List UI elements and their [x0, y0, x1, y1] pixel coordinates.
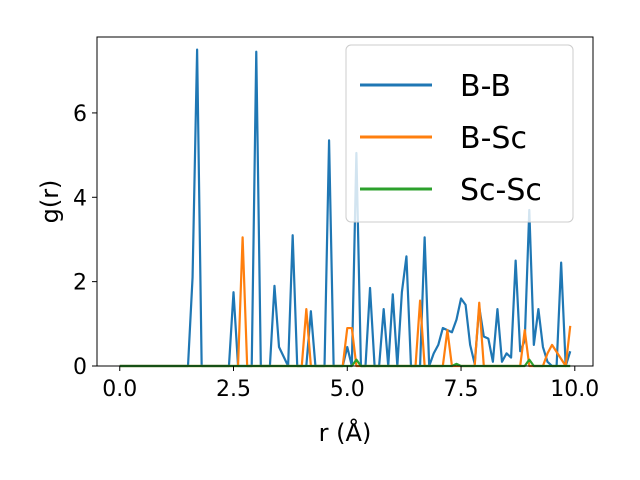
legend-label-3: Sc-Sc	[460, 173, 542, 208]
series-line-3	[119, 358, 571, 368]
y-axis-label: g(r)	[36, 180, 64, 224]
x-tick-label: 10.0	[550, 377, 599, 402]
y-tick-label: 4	[73, 186, 87, 211]
y-tick-label: 0	[73, 355, 87, 380]
x-tick-label: 7.5	[444, 377, 479, 402]
series-line-1	[119, 48, 572, 368]
x-axis-label: r (Å)	[319, 418, 372, 447]
x-ticks: 0.0 2.5 5.0 7.5 10.0	[102, 366, 599, 402]
x-tick-label: 5.0	[330, 377, 365, 402]
legend: B-B B-Sc Sc-Sc	[345, 44, 574, 223]
axes-frame	[96, 36, 594, 367]
legend-box	[345, 44, 574, 223]
y-ticks: 0 2 4 6	[73, 102, 97, 380]
legend-label-1: B-B	[460, 69, 511, 104]
y-tick-label: 6	[73, 102, 87, 127]
y-tick-label: 2	[73, 271, 87, 296]
legend-label-2: B-Sc	[460, 121, 527, 156]
x-tick-label: 2.5	[216, 377, 251, 402]
series-line-2	[119, 236, 572, 368]
x-tick-label: 0.0	[102, 377, 137, 402]
